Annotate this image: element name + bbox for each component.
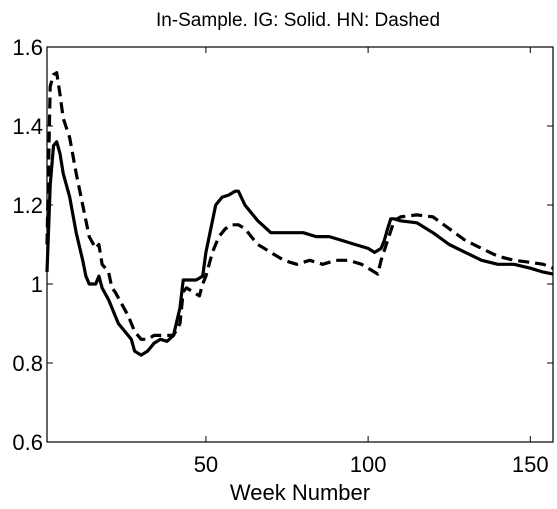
y-tick-label: 1.4 [12, 114, 43, 139]
plot-frame [46, 46, 554, 443]
series-line-dashed [45, 71, 554, 341]
x-tick-label: 150 [512, 452, 549, 477]
y-tick-label: 1.2 [12, 193, 43, 218]
x-tick-label: 50 [194, 452, 218, 477]
series-layer [45, 71, 554, 357]
y-tick-label: 1.6 [12, 35, 43, 60]
series-line-solid [45, 140, 554, 357]
y-tick-label: 0.8 [12, 351, 43, 376]
x-axis-label: Week Number [230, 480, 370, 505]
tick-layer: 0.6 0.8 1 1.2 1.4 1.6 50 100 150 [12, 35, 553, 477]
y-tick-label: 0.6 [12, 430, 43, 455]
x-tick-label: 100 [350, 452, 387, 477]
chart-title: In-Sample. IG: Solid. HN: Dashed [156, 10, 440, 31]
y-tick-label: 1 [31, 272, 43, 297]
